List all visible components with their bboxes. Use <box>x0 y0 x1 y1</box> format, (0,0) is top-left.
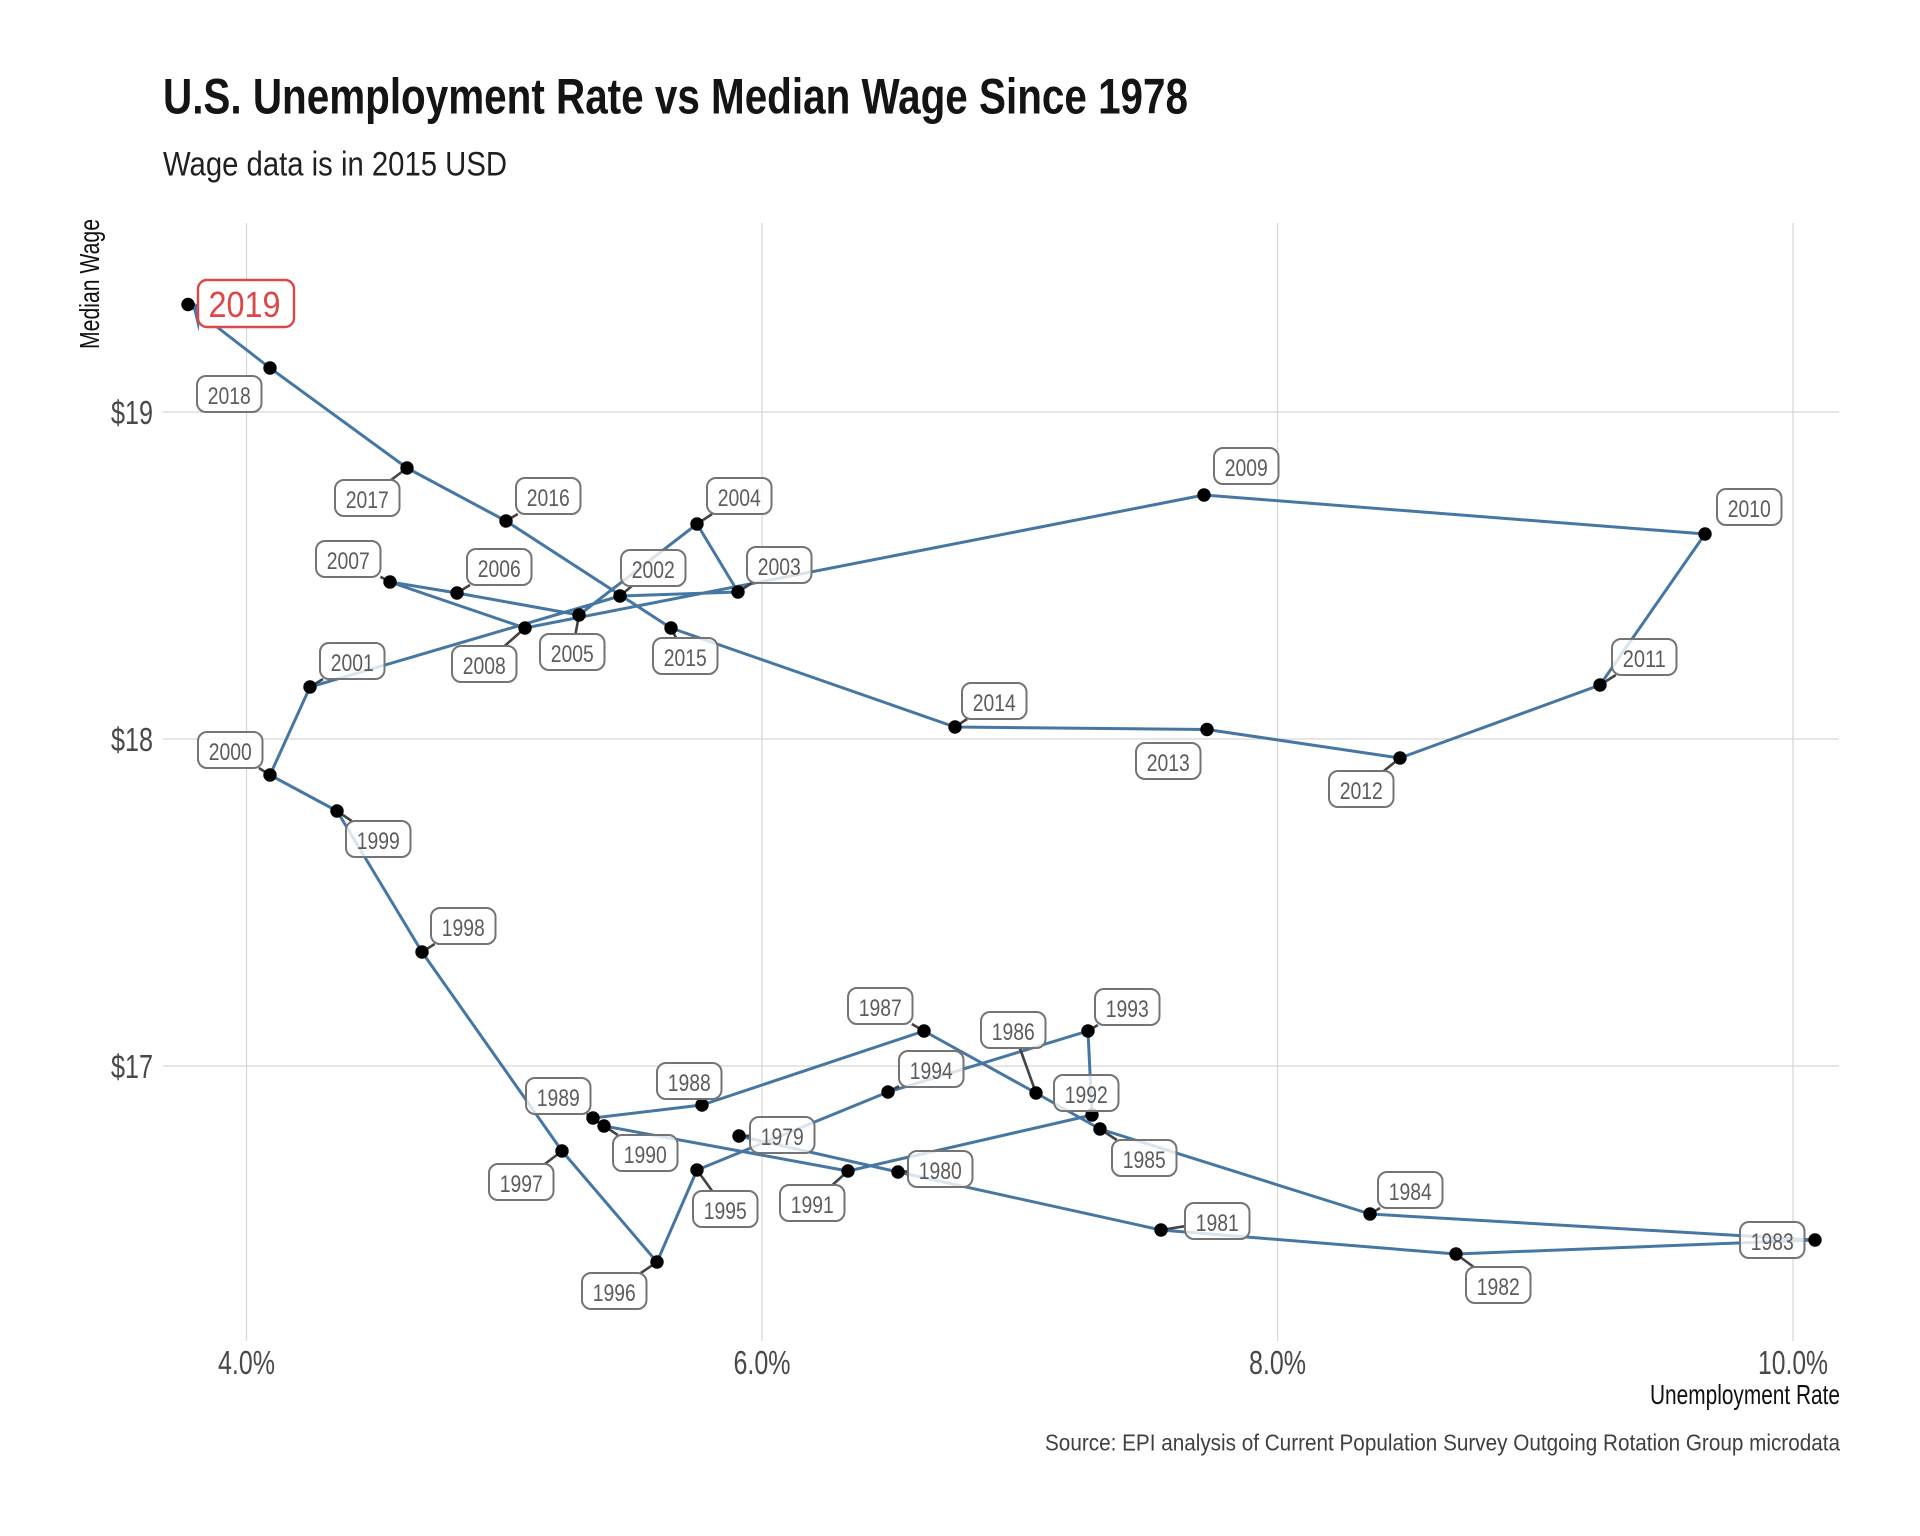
svg-text:Wage data is in 2015 USD: Wage data is in 2015 USD <box>163 146 507 184</box>
svg-text:1989: 1989 <box>537 1085 580 1112</box>
svg-text:1981: 1981 <box>1196 1210 1239 1237</box>
svg-text:4.0%: 4.0% <box>218 1344 275 1381</box>
svg-text:1987: 1987 <box>859 995 902 1022</box>
svg-text:1992: 1992 <box>1065 1082 1108 1109</box>
svg-text:1983: 1983 <box>1751 1229 1794 1256</box>
svg-text:1984: 1984 <box>1389 1179 1432 1206</box>
svg-text:2000: 2000 <box>209 739 252 766</box>
svg-text:2019: 2019 <box>209 284 281 325</box>
svg-text:2009: 2009 <box>1225 455 1268 482</box>
svg-text:2008: 2008 <box>463 653 506 680</box>
svg-text:2006: 2006 <box>478 556 521 583</box>
svg-text:2004: 2004 <box>718 485 761 512</box>
svg-text:1986: 1986 <box>992 1019 1035 1046</box>
svg-text:1994: 1994 <box>910 1058 953 1085</box>
svg-text:1995: 1995 <box>704 1198 747 1225</box>
svg-text:2010: 2010 <box>1728 496 1771 523</box>
svg-text:10.0%: 10.0% <box>1758 1344 1828 1381</box>
svg-text:1979: 1979 <box>761 1124 804 1151</box>
svg-text:2016: 2016 <box>527 485 570 512</box>
svg-text:6.0%: 6.0% <box>734 1344 791 1381</box>
svg-text:2003: 2003 <box>758 554 801 581</box>
svg-text:2018: 2018 <box>208 383 251 410</box>
svg-text:1993: 1993 <box>1106 996 1149 1023</box>
svg-text:$19: $19 <box>111 394 153 431</box>
svg-text:1980: 1980 <box>919 1158 962 1185</box>
svg-text:1999: 1999 <box>357 828 400 855</box>
svg-text:$17: $17 <box>111 1048 153 1085</box>
svg-text:2005: 2005 <box>551 641 594 668</box>
svg-text:2015: 2015 <box>664 645 707 672</box>
svg-text:1997: 1997 <box>500 1171 543 1198</box>
svg-text:Source: EPI analysis of Curren: Source: EPI analysis of Current Populati… <box>1045 1430 1840 1456</box>
svg-text:2014: 2014 <box>973 690 1016 717</box>
svg-text:2013: 2013 <box>1147 750 1190 777</box>
svg-text:1996: 1996 <box>593 1280 636 1307</box>
svg-text:Unemployment Rate: Unemployment Rate <box>1650 1379 1840 1410</box>
svg-text:2007: 2007 <box>327 548 370 575</box>
svg-text:1985: 1985 <box>1123 1147 1166 1174</box>
svg-text:1988: 1988 <box>668 1070 711 1097</box>
svg-text:1982: 1982 <box>1477 1274 1520 1301</box>
svg-text:Median Wage: Median Wage <box>74 219 105 349</box>
svg-text:8.0%: 8.0% <box>1249 1344 1306 1381</box>
svg-text:2017: 2017 <box>346 487 389 514</box>
svg-text:U.S. Unemployment Rate vs Medi: U.S. Unemployment Rate vs Median Wage Si… <box>163 69 1188 125</box>
svg-text:1991: 1991 <box>791 1192 834 1219</box>
svg-text:1998: 1998 <box>442 915 485 942</box>
svg-text:2012: 2012 <box>1340 778 1383 805</box>
svg-text:$18: $18 <box>111 721 153 758</box>
svg-text:2011: 2011 <box>1623 646 1666 673</box>
svg-text:2002: 2002 <box>632 557 675 584</box>
svg-text:1990: 1990 <box>624 1142 667 1169</box>
svg-text:2001: 2001 <box>331 650 374 677</box>
